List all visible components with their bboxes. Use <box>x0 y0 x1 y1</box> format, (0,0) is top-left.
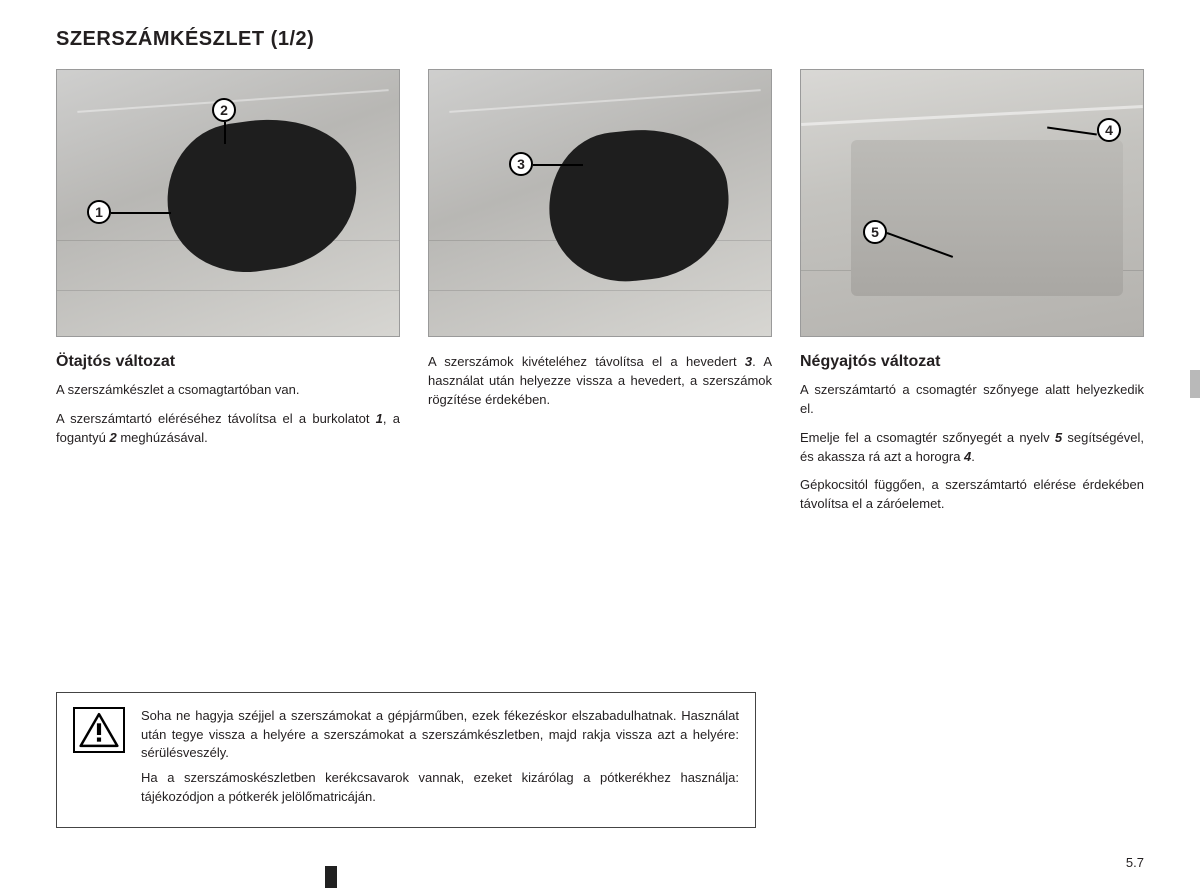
leader-line <box>533 164 583 166</box>
callout-4: 4 <box>1097 118 1121 142</box>
warning-icon <box>73 707 125 753</box>
warning-box: Soha ne hagyja széjjel a szerszámokat a … <box>56 692 756 828</box>
warning-paragraph: Soha ne hagyja széjjel a szerszámokat a … <box>141 707 739 764</box>
trunk-edge <box>449 89 760 113</box>
callout-5: 5 <box>863 220 887 244</box>
floor-line <box>57 290 399 291</box>
trunk-opening <box>801 105 1143 126</box>
leader-line <box>1047 127 1097 136</box>
column-right: 31710 4 5 Négyajtós változat A szerszámt… <box>800 69 1144 524</box>
floor-line <box>429 290 771 291</box>
callout-2: 2 <box>212 98 236 122</box>
text: A szerszámok kivételéhez távolítsa el a … <box>428 354 745 369</box>
paragraph: A szerszámkészlet a csomagtartóban van. <box>56 381 400 400</box>
text: . <box>971 449 975 464</box>
paragraph: Emelje fel a csomagtér szőnyegét a nyelv… <box>800 429 1144 467</box>
warning-text: Soha ne hagyja széjjel a szerszámokat a … <box>141 707 739 813</box>
section-tab <box>1190 370 1200 398</box>
tool-cover-shape <box>157 108 366 283</box>
figure-right: 31710 4 5 <box>800 69 1144 337</box>
ref-number: 1 <box>376 411 383 426</box>
figure-middle: 30407 3 <box>428 69 772 337</box>
tool-cover-shape <box>542 121 737 289</box>
paragraph: A szerszámok kivételéhez távolítsa el a … <box>428 353 772 410</box>
figure-left: 30406 1 2 <box>56 69 400 337</box>
manual-page: SZERSZÁMKÉSZLET (1/2) 30406 1 2 Ötajtós … <box>0 0 1200 888</box>
crop-mark <box>325 866 337 888</box>
paragraph: Gépkocsitól függően, a szerszámtartó elé… <box>800 476 1144 514</box>
text: Emelje fel a csomagtér szőnyegét a nyelv <box>800 430 1055 445</box>
leader-line <box>224 122 226 144</box>
content-columns: 30406 1 2 Ötajtós változat A szerszámkés… <box>56 69 1144 524</box>
trunk-floor <box>851 140 1123 296</box>
ref-number: 2 <box>110 430 117 445</box>
section-subtitle: Ötajtós változat <box>56 353 400 371</box>
page-number: 5.7 <box>1126 855 1144 870</box>
warning-paragraph: Ha a szerszámoskészletben kerékcsavarok … <box>141 769 739 807</box>
column-middle: 30407 3 A szerszámok kivételéhez távolít… <box>428 69 772 524</box>
column-left: 30406 1 2 Ötajtós változat A szerszámkés… <box>56 69 400 524</box>
leader-line <box>111 212 171 214</box>
text: A szerszámtartó eléréséhez távolítsa el … <box>56 411 376 426</box>
paragraph: A szerszámtartó a csomagtér szőnyege ala… <box>800 381 1144 419</box>
section-subtitle: Négyajtós változat <box>800 353 1144 371</box>
callout-3: 3 <box>509 152 533 176</box>
text: meghúzásával. <box>117 430 208 445</box>
callout-1: 1 <box>87 200 111 224</box>
page-title: SZERSZÁMKÉSZLET (1/2) <box>56 28 1144 51</box>
paragraph: A szerszámtartó eléréséhez távolítsa el … <box>56 410 400 448</box>
